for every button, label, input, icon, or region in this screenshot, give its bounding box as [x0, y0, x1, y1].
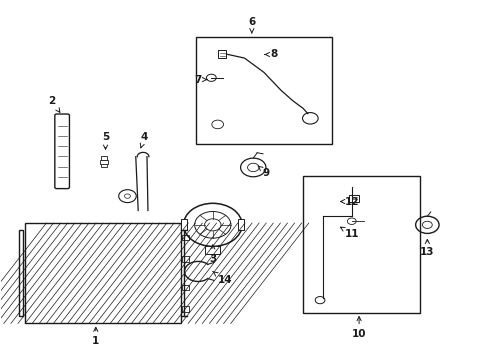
Text: 5: 5: [102, 132, 109, 149]
Bar: [181, 285, 188, 291]
Bar: [238, 220, 244, 230]
Bar: [181, 234, 188, 240]
Bar: [303, 176, 419, 313]
Text: 7: 7: [194, 75, 207, 85]
Text: 2: 2: [48, 96, 60, 112]
Bar: [19, 230, 22, 316]
Bar: [181, 306, 188, 312]
Text: 1: 1: [92, 327, 99, 346]
Text: 8: 8: [264, 49, 277, 59]
Text: 13: 13: [419, 239, 434, 257]
Text: 14: 14: [212, 271, 232, 285]
Text: 6: 6: [248, 17, 255, 33]
Text: 4: 4: [140, 132, 148, 148]
FancyBboxPatch shape: [55, 114, 69, 189]
Text: 3: 3: [209, 245, 216, 264]
Bar: [181, 256, 188, 262]
Bar: [100, 160, 108, 163]
Text: 9: 9: [257, 166, 269, 178]
Bar: [348, 195, 358, 202]
Bar: [101, 163, 107, 167]
Text: 10: 10: [351, 316, 366, 339]
Bar: [195, 37, 331, 144]
Bar: [205, 246, 220, 253]
Bar: [101, 156, 107, 159]
Bar: [25, 223, 181, 323]
Text: 12: 12: [340, 197, 358, 207]
Bar: [217, 50, 226, 58]
Text: 11: 11: [340, 227, 358, 239]
Bar: [181, 220, 187, 230]
